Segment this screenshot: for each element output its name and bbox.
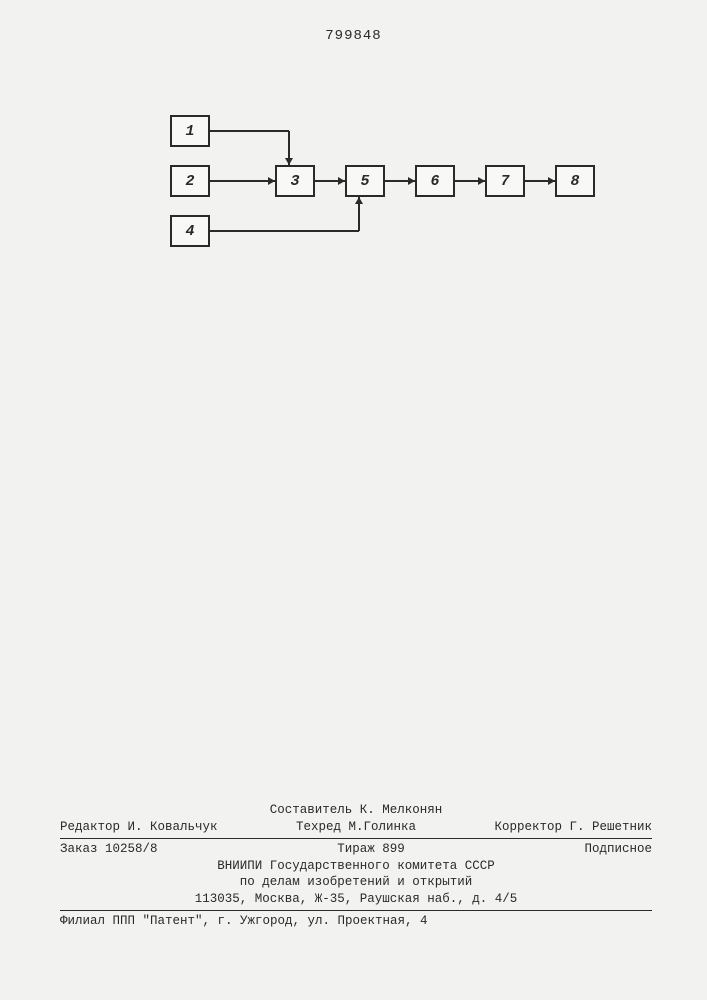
org-line-3: 113035, Москва, Ж-35, Раушская наб., д. … xyxy=(60,891,652,908)
node-7: 7 xyxy=(485,165,525,197)
credits-row: Редактор И. Ковальчук Техред М.Голинка К… xyxy=(60,819,652,836)
node-1: 1 xyxy=(170,115,210,147)
arrowhead-icon xyxy=(408,177,415,185)
divider xyxy=(60,838,652,839)
compiler-line: Составитель К. Мелконян xyxy=(60,802,652,819)
node-6: 6 xyxy=(415,165,455,197)
arrowhead-icon xyxy=(355,197,363,204)
tirazh: Тираж 899 xyxy=(337,841,405,858)
techred: Техред М.Голинка xyxy=(296,819,416,836)
node-4: 4 xyxy=(170,215,210,247)
subscription: Подписное xyxy=(584,841,652,858)
page: 799848 1 2 3 4 5678 Составитель К. Мелконян … xyxy=(0,0,707,1000)
arrowhead-icon xyxy=(285,158,293,165)
node-2: 2 xyxy=(170,165,210,197)
arrowhead-icon xyxy=(548,177,555,185)
editor-name: И. Ковальчук xyxy=(128,820,218,834)
org-line-2: по делам изобретений и открытий xyxy=(60,874,652,891)
editor: Редактор И. Ковальчук xyxy=(60,819,218,836)
document-number: 799848 xyxy=(0,28,707,44)
techred-label: Техред xyxy=(296,820,341,834)
edge-segment xyxy=(210,130,289,132)
node-3: 3 xyxy=(275,165,315,197)
branch-line: Филиал ППП "Патент", г. Ужгород, ул. Про… xyxy=(60,913,652,930)
order: Заказ 10258/8 xyxy=(60,841,158,858)
techred-name: М.Голинка xyxy=(349,820,417,834)
print-row: Заказ 10258/8 Тираж 899 Подписное xyxy=(60,841,652,858)
org-line-1: ВНИИПИ Государственного комитета СССР xyxy=(60,858,652,875)
order-value: 10258/8 xyxy=(105,842,158,856)
edge-segment xyxy=(210,230,359,232)
node-8: 8 xyxy=(555,165,595,197)
order-label: Заказ xyxy=(60,842,98,856)
arrowhead-icon xyxy=(478,177,485,185)
divider xyxy=(60,910,652,911)
editor-label: Редактор xyxy=(60,820,120,834)
corrector: Корректор Г. Решетник xyxy=(494,819,652,836)
corrector-label: Корректор xyxy=(494,820,562,834)
edge-segment xyxy=(210,180,275,182)
block-diagram: 12345678 xyxy=(150,95,570,285)
node-5: 5 xyxy=(345,165,385,197)
tirazh-label: Тираж xyxy=(337,842,375,856)
corrector-name: Г. Решетник xyxy=(569,820,652,834)
arrowhead-icon xyxy=(268,177,275,185)
tirazh-value: 899 xyxy=(382,842,405,856)
footer-block: Составитель К. Мелконян Редактор И. Кова… xyxy=(60,802,652,930)
arrowhead-icon xyxy=(338,177,345,185)
